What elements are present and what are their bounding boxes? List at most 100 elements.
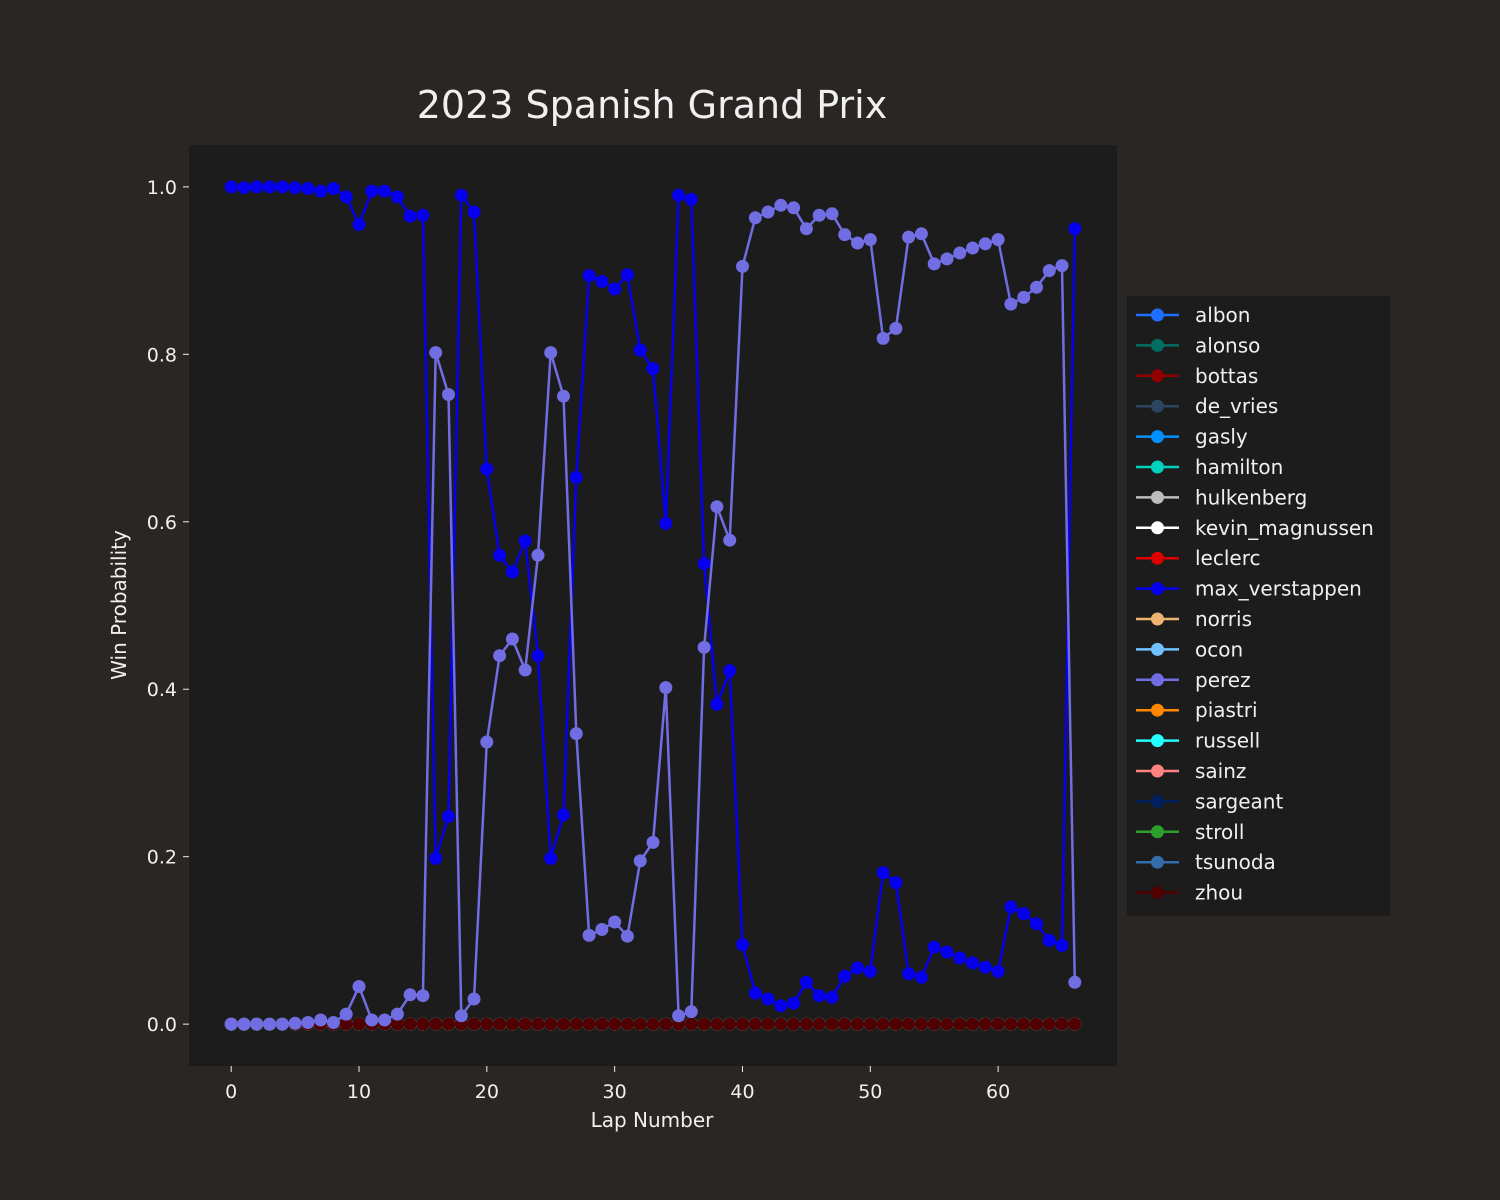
x-tick-label: 30 xyxy=(603,1081,627,1103)
data-point-zhou xyxy=(403,1017,417,1031)
data-point-perez xyxy=(659,681,673,695)
data-point-perez xyxy=(876,331,890,345)
data-point-zhou xyxy=(1068,1017,1082,1031)
legend-marker xyxy=(1151,338,1164,352)
data-point-zhou xyxy=(1042,1017,1056,1031)
legend-item-gasly: gasly xyxy=(1136,425,1248,449)
data-point-perez xyxy=(723,533,737,547)
chart-title: 2023 Spanish Grand Prix xyxy=(417,83,887,127)
data-point-perez xyxy=(710,500,724,514)
data-point-max_verstappen xyxy=(953,951,967,965)
data-point-perez xyxy=(927,257,941,271)
legend-item-kevin_magnussen: kevin_magnussen xyxy=(1136,516,1374,540)
data-point-perez xyxy=(851,236,864,250)
legend-box xyxy=(1127,296,1390,916)
legend-label: hulkenberg xyxy=(1195,485,1307,509)
data-point-perez xyxy=(263,1017,276,1031)
data-point-perez xyxy=(301,1016,315,1029)
legend-label: alonso xyxy=(1195,333,1260,357)
legend-item-norris: norris xyxy=(1136,607,1252,631)
y-axis-label: Win Probability xyxy=(107,530,131,680)
legend-label: perez xyxy=(1195,668,1251,692)
legend-item-hamilton: hamilton xyxy=(1136,455,1283,479)
data-point-zhou xyxy=(914,1017,928,1031)
data-point-max_verstappen xyxy=(889,876,903,890)
data-point-perez xyxy=(582,928,596,942)
data-point-max_verstappen xyxy=(1042,933,1056,947)
data-point-max_verstappen xyxy=(914,970,928,984)
data-point-max_verstappen xyxy=(761,992,775,1006)
legend-item-alonso: alonso xyxy=(1136,333,1260,357)
data-point-max_verstappen xyxy=(620,268,634,282)
data-point-perez xyxy=(505,632,519,646)
legend-label: de_vries xyxy=(1195,394,1278,418)
legend-label: tsunoda xyxy=(1195,850,1276,874)
y-tick-label: 0.0 xyxy=(147,1014,177,1036)
series-layer xyxy=(224,180,1082,1031)
data-point-max_verstappen xyxy=(851,961,864,975)
data-point-max_verstappen xyxy=(876,866,890,880)
legend-item-bottas: bottas xyxy=(1136,364,1258,388)
data-point-perez xyxy=(633,854,647,868)
data-point-perez xyxy=(493,649,507,663)
data-point-perez xyxy=(620,929,634,943)
legend-label: hamilton xyxy=(1195,455,1283,479)
data-point-zhou xyxy=(416,1017,430,1031)
data-point-max_verstappen xyxy=(940,945,954,959)
data-point-perez xyxy=(1004,297,1018,311)
data-point-max_verstappen xyxy=(390,190,404,204)
data-point-perez xyxy=(518,663,532,677)
data-point-max_verstappen xyxy=(467,205,481,219)
data-point-zhou xyxy=(390,1017,404,1031)
legend-item-albon: albon xyxy=(1136,303,1250,327)
data-point-perez xyxy=(646,835,660,849)
data-point-zhou xyxy=(774,1017,788,1031)
data-point-perez xyxy=(339,1007,353,1021)
series-max_verstappen xyxy=(224,180,1082,1013)
data-point-zhou xyxy=(940,1017,954,1031)
data-point-perez xyxy=(442,388,455,401)
legend-marker xyxy=(1151,399,1164,413)
data-point-perez xyxy=(748,211,762,225)
data-point-max_verstappen xyxy=(557,808,570,822)
data-point-max_verstappen xyxy=(224,180,238,194)
data-point-max_verstappen xyxy=(1017,907,1031,921)
data-point-perez xyxy=(799,222,813,236)
legend-label: piastri xyxy=(1195,698,1258,722)
y-tick-label: 0.4 xyxy=(147,679,177,701)
legend-item-russell: russell xyxy=(1136,729,1260,753)
data-point-zhou xyxy=(633,1017,647,1031)
data-point-max_verstappen xyxy=(684,192,698,206)
data-point-perez xyxy=(544,346,558,360)
data-point-perez xyxy=(1042,264,1056,278)
data-point-max_verstappen xyxy=(863,964,877,978)
data-point-zhou xyxy=(544,1017,558,1031)
data-point-max_verstappen xyxy=(595,275,609,288)
data-point-perez xyxy=(569,727,583,741)
data-point-zhou xyxy=(339,1017,353,1031)
y-axis: 0.0 0.2 0.4 0.6 0.8 1.0 xyxy=(147,177,189,1036)
legend-item-sargeant: sargeant xyxy=(1136,789,1283,813)
x-tick-label: 50 xyxy=(858,1081,882,1103)
data-point-perez xyxy=(480,735,494,749)
data-point-zhou xyxy=(582,1017,596,1031)
data-point-perez xyxy=(608,915,622,929)
data-point-zhou xyxy=(748,1017,762,1031)
data-point-perez xyxy=(889,321,903,335)
data-point-zhou xyxy=(825,1017,839,1031)
data-point-max_verstappen xyxy=(326,182,340,195)
data-point-max_verstappen xyxy=(1055,938,1069,952)
legend-item-stroll: stroll xyxy=(1136,820,1244,844)
data-point-perez xyxy=(288,1016,302,1030)
y-tick-label: 1.0 xyxy=(147,177,177,199)
data-point-zhou xyxy=(595,1017,609,1031)
legend-item-piastri: piastri xyxy=(1136,698,1258,722)
legend-marker xyxy=(1151,430,1164,444)
legend-label: max_verstappen xyxy=(1195,577,1362,601)
data-point-max_verstappen xyxy=(569,470,583,484)
x-axis: 0 10 20 30 40 50 60 xyxy=(225,1066,1010,1103)
data-point-zhou xyxy=(697,1017,711,1031)
data-point-zhou xyxy=(531,1017,545,1031)
data-point-zhou xyxy=(953,1017,967,1031)
data-point-max_verstappen xyxy=(288,181,302,195)
